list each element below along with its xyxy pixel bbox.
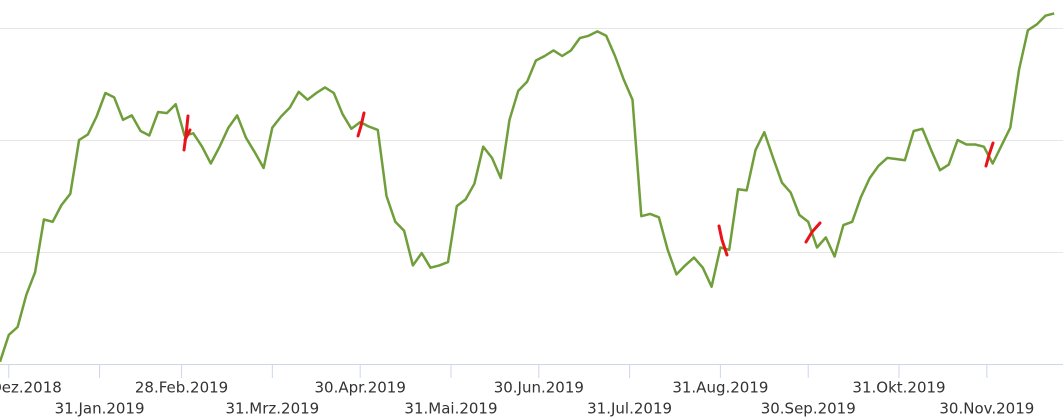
- annotation-stroke: [717, 224, 729, 257]
- x-tick-label: 31.Mrz.2019: [225, 400, 319, 418]
- x-tick-label: 31.Aug.2019: [672, 379, 768, 397]
- x-tick-label: 30.Sep.2019: [761, 400, 856, 418]
- grid: [0, 28, 1063, 253]
- x-tick-label: 31.Mai.2019: [404, 400, 497, 418]
- annotations: [182, 111, 995, 257]
- x-tick-label: 31.Jul.2019: [587, 400, 672, 418]
- annotation-stroke: [356, 111, 366, 138]
- x-tick-label: 31.Jan.2019: [55, 400, 145, 418]
- x-tick-label: 30.Apr.2019: [315, 379, 406, 397]
- annotation-stroke: [804, 221, 822, 244]
- x-tick-label: Dez.2018: [0, 379, 62, 397]
- x-tick-label: 30.Jun.2019: [494, 379, 584, 397]
- x-tick-label: 31.Okt.2019: [852, 379, 945, 397]
- annotation-stroke: [182, 114, 192, 152]
- annotation-stroke: [984, 141, 995, 168]
- x-tick-label: 30.Nov.2019: [939, 400, 1034, 418]
- plot: [0, 12, 1055, 363]
- x-tick-label: 28.Feb.2019: [135, 379, 228, 397]
- line: [0, 12, 1055, 363]
